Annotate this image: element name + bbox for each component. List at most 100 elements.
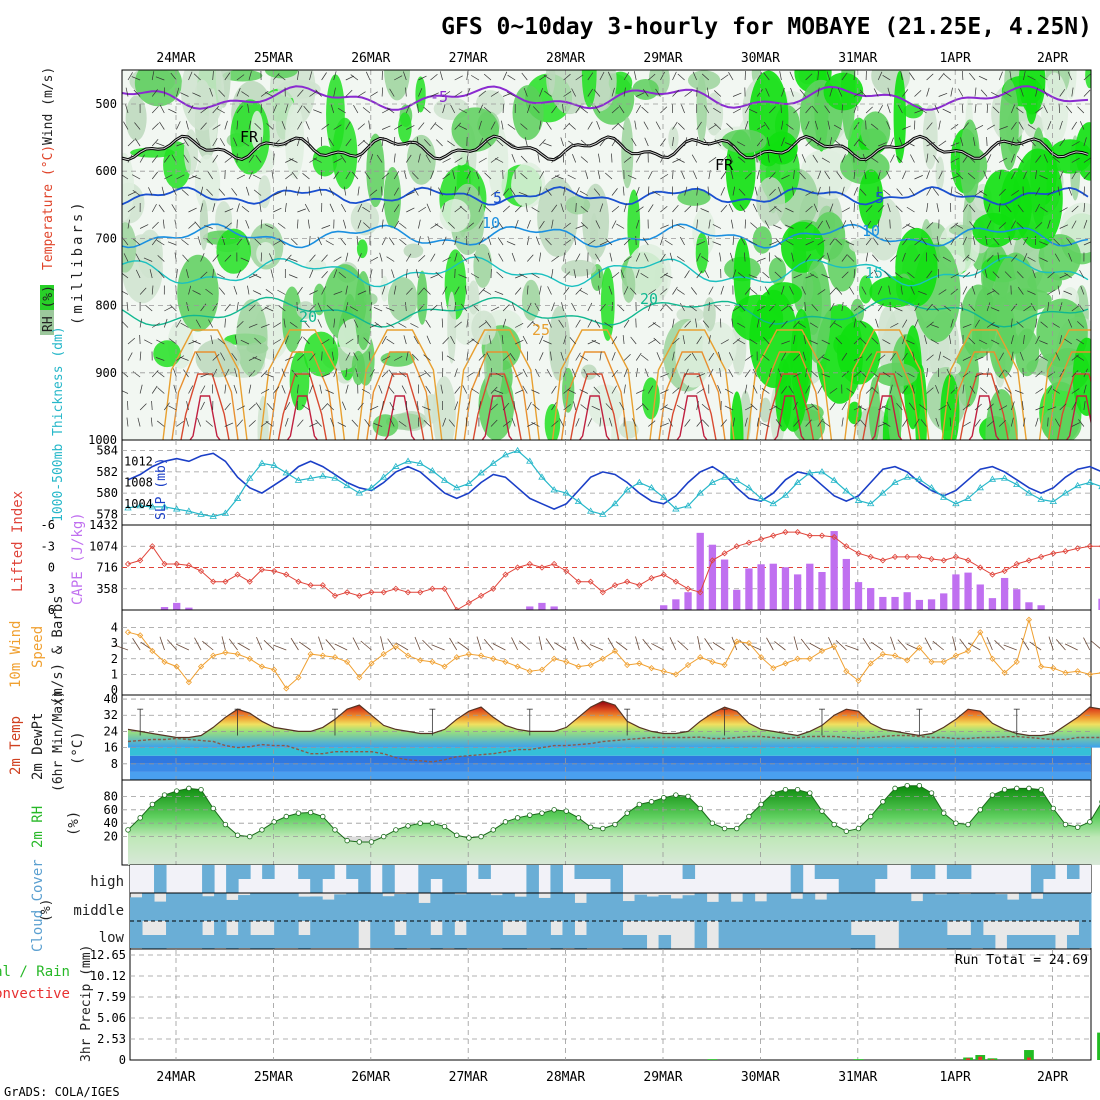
wind-barb — [236, 203, 240, 213]
contour-label: 5 — [875, 189, 884, 207]
wind-barb — [1035, 388, 1044, 394]
contour-warm-bubble — [375, 373, 425, 440]
wind-barb — [778, 153, 782, 163]
wind-barb — [821, 356, 830, 361]
wind10m-barb — [580, 639, 591, 651]
wind-barb — [647, 170, 653, 180]
wind-barb — [490, 403, 498, 411]
thickness-marker — [306, 474, 315, 481]
wind-barb — [817, 255, 825, 262]
wind-barb — [896, 188, 903, 196]
wind-barb — [877, 219, 880, 229]
wind-barb — [926, 141, 935, 147]
wind-barb — [555, 175, 564, 180]
wind-barb — [1083, 89, 1091, 97]
wind-barb — [900, 285, 903, 295]
wind-barb — [696, 419, 703, 427]
wind-barb — [181, 239, 189, 246]
cloud-low-cell — [802, 921, 816, 948]
wind-barb — [677, 73, 685, 81]
wind-barb — [502, 71, 508, 81]
wind-barb — [575, 74, 584, 81]
wind-barb — [183, 369, 189, 378]
wind-barb — [954, 191, 964, 196]
wind-barb — [938, 92, 948, 97]
wind-barb — [233, 384, 238, 394]
wind-barb — [1079, 121, 1085, 130]
cloud-middle-cell — [466, 893, 479, 921]
rh2m-marker — [782, 787, 789, 793]
wind-barb — [176, 174, 185, 180]
wind-barb — [950, 186, 953, 196]
wind-barb — [205, 420, 213, 427]
rh-patch — [621, 117, 634, 189]
wind-barb — [575, 187, 580, 196]
rh-patch — [848, 238, 878, 254]
wind-barb — [974, 372, 984, 378]
wind-barb — [797, 322, 806, 328]
cloud-high-cell — [946, 865, 960, 879]
wind-barb — [466, 318, 469, 328]
wind-barb — [902, 237, 909, 246]
wind-barb — [339, 237, 347, 246]
cloud-low-cell — [982, 935, 996, 949]
wind-barb — [623, 286, 629, 295]
cloud-middle-cell — [490, 895, 503, 921]
wind-barb — [906, 141, 915, 147]
wind-barb — [914, 239, 922, 246]
wind-barb — [642, 88, 649, 97]
wind-barb — [950, 157, 959, 163]
wind-barb — [853, 202, 855, 213]
wind-barb — [173, 384, 177, 394]
wind-barb — [425, 154, 431, 163]
wind-barb — [135, 253, 141, 262]
wind10m-marker — [1013, 658, 1020, 665]
wind-barb — [620, 269, 625, 279]
wind-barb — [205, 288, 213, 295]
cape-bar — [745, 568, 753, 610]
temperature-contours — [122, 85, 1091, 440]
wind-barb — [805, 105, 812, 114]
wind-barb — [260, 219, 263, 229]
cloud-low-cell — [694, 921, 708, 948]
wind-barb — [454, 186, 456, 196]
contour-warm-bubble — [950, 351, 1018, 440]
wind-barb — [381, 203, 385, 213]
wind-barb — [720, 74, 729, 81]
wind-barb — [573, 236, 577, 246]
wind-barb — [1017, 204, 1024, 213]
wind-barb — [984, 269, 988, 279]
wind-barb — [919, 404, 927, 411]
rh-patch — [893, 70, 907, 164]
wind-barb — [575, 352, 581, 361]
wind-barb — [1047, 271, 1055, 279]
wind-barb — [689, 305, 697, 312]
cloud-middle-cell — [670, 898, 684, 921]
wind-barb — [1010, 335, 1014, 345]
wind-barb — [381, 401, 384, 411]
wind-barb — [462, 385, 468, 394]
wind-barb — [393, 153, 396, 163]
cloud-middle-cell — [1078, 893, 1092, 921]
cloud-middle-cell — [994, 894, 1008, 921]
wind-barb — [345, 384, 349, 394]
lifted-index-marker — [197, 567, 205, 575]
wind-barb — [209, 87, 214, 97]
wind-barb — [730, 252, 734, 262]
wind10m-marker — [441, 663, 448, 670]
wind10m-marker — [745, 640, 752, 647]
rh2m-marker — [575, 815, 582, 821]
wind-barb — [424, 370, 431, 378]
rh-patch — [537, 177, 578, 257]
wind-barb — [442, 158, 451, 163]
wind-barb — [418, 122, 425, 130]
wind-barb — [790, 87, 794, 97]
cloud-middle-cell — [694, 893, 708, 921]
wind10m-frame — [121, 609, 1092, 696]
wind-barb — [224, 222, 232, 229]
wind-barb — [248, 304, 256, 312]
wind-barb — [911, 384, 915, 394]
wind-barb — [999, 157, 1008, 163]
wind-barb — [193, 156, 201, 163]
wind-barb — [708, 335, 711, 345]
